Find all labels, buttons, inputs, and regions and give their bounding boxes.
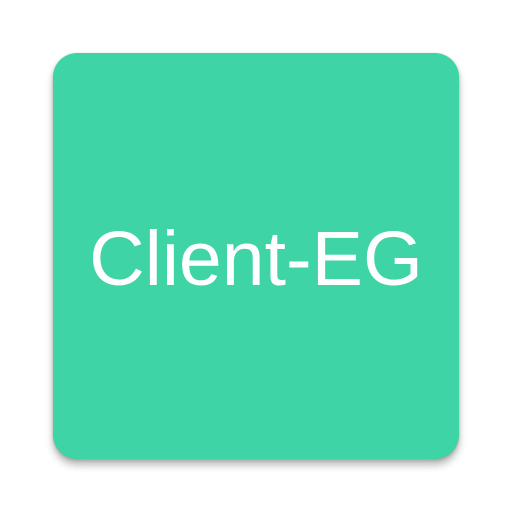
app-icon[interactable]: Client-EG [53, 53, 459, 459]
app-icon-label: Client-EG [89, 215, 423, 302]
